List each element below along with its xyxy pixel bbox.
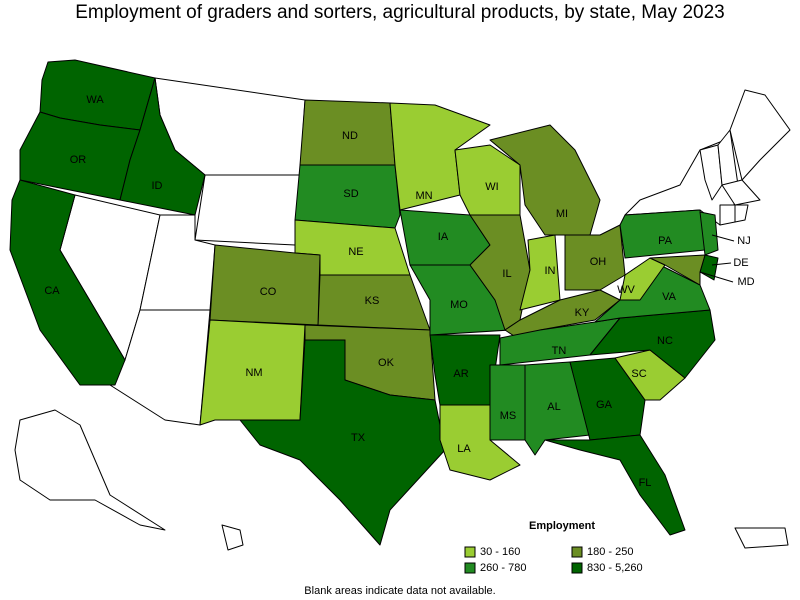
leader-line: [711, 262, 732, 266]
state: [699, 144, 723, 201]
state: [519, 234, 561, 311]
state: [194, 174, 301, 246]
legend: 30 - 160 180 - 250 260 - 780 830 - 5,260: [464, 546, 643, 574]
state: [734, 527, 789, 549]
title: Employment of graders and sorters, agric…: [75, 2, 724, 23]
state: [209, 244, 321, 326]
state-label: AR: [453, 368, 468, 380]
state-label: WV: [617, 284, 635, 296]
state-label: GA: [596, 399, 613, 411]
state-label: NM: [245, 367, 262, 379]
state-labels: WA OR ID CA ND SD NE KS CO NM OK TX MN W…: [44, 94, 754, 489]
leader-line: [699, 271, 734, 283]
legend-swatch: [464, 546, 476, 558]
state-label: OR: [70, 154, 87, 166]
state: [489, 364, 526, 441]
state-label: VA: [662, 291, 677, 303]
state-label: MO: [450, 299, 468, 311]
state-label: NJ: [737, 235, 750, 247]
state: [119, 77, 206, 216]
state: [544, 434, 686, 536]
state-label: FL: [639, 477, 652, 489]
state-label: ND: [342, 130, 358, 142]
state: [721, 179, 761, 206]
state: [734, 204, 749, 223]
state-label: TN: [552, 345, 567, 357]
state-label: SD: [343, 188, 358, 200]
state-label: MD: [737, 276, 754, 288]
state-label: 30 - 160: [480, 546, 520, 558]
state-label: 180 - 250: [587, 546, 633, 558]
state: [569, 357, 646, 441]
state: [699, 211, 719, 256]
state: [614, 349, 686, 401]
state-label: WA: [86, 94, 104, 106]
state: [14, 409, 166, 531]
footnote: Blank areas indicate data not available.: [304, 585, 495, 597]
state: [9, 179, 126, 386]
leader-lines: [699, 234, 735, 283]
state-label: CA: [44, 285, 60, 297]
state-label: SC: [631, 368, 646, 380]
state: [294, 164, 401, 229]
state-label: IL: [502, 268, 511, 280]
state: [649, 254, 706, 286]
state-label: 260 - 780: [480, 562, 526, 574]
state-label: MI: [556, 208, 568, 220]
state-label: TX: [351, 432, 366, 444]
state: [719, 204, 736, 226]
state-label: NE: [348, 246, 363, 258]
state-label: CO: [260, 286, 277, 298]
state-label: OH: [590, 256, 607, 268]
state-label: LA: [457, 443, 471, 455]
state-label: IN: [545, 265, 556, 277]
state: [221, 524, 244, 551]
state-label: PA: [658, 235, 673, 247]
state-label: MN: [415, 190, 432, 202]
state-label: OK: [378, 357, 395, 369]
state: [239, 339, 446, 546]
state-label: 830 - 5,260: [587, 562, 643, 574]
leader-line: [711, 234, 735, 242]
legend-title: Employment: [529, 520, 595, 532]
legend-swatch: [571, 562, 583, 574]
legend-swatch: [464, 562, 476, 574]
state-label: KS: [365, 295, 380, 307]
state-label: KY: [575, 307, 590, 319]
state-label: NC: [657, 335, 673, 347]
state: [729, 89, 791, 181]
state-label: AL: [547, 401, 560, 413]
state-label: IA: [438, 231, 449, 243]
state-label: ID: [152, 180, 163, 192]
state-label: MS: [500, 410, 517, 422]
state-label: DE: [733, 257, 748, 269]
state-label: WI: [485, 181, 498, 193]
legend-swatch: [571, 546, 583, 558]
